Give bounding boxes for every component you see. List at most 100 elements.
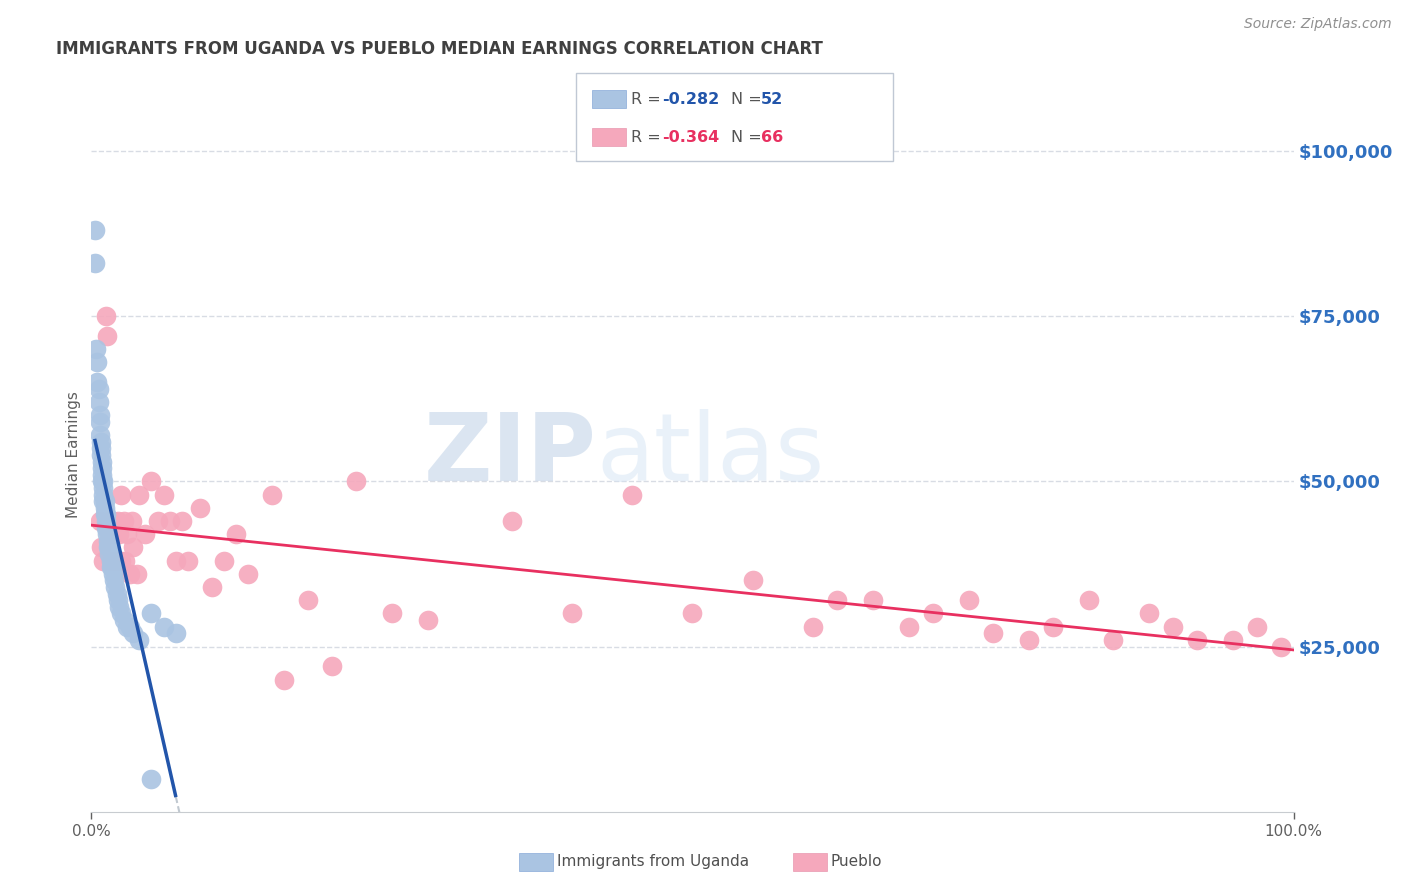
Point xyxy=(90,442,112,456)
Text: N =: N = xyxy=(731,130,768,145)
Point xyxy=(89,428,111,442)
Point xyxy=(121,514,143,528)
Point xyxy=(101,566,124,581)
Point xyxy=(117,620,139,634)
Point xyxy=(93,494,115,508)
Point xyxy=(260,487,283,501)
Point xyxy=(94,520,117,534)
Point xyxy=(141,772,163,786)
Point xyxy=(103,527,125,541)
Point xyxy=(103,574,125,588)
Point xyxy=(98,541,121,555)
Point xyxy=(152,487,174,501)
Point xyxy=(107,593,129,607)
Point xyxy=(681,607,703,621)
Point xyxy=(87,395,110,409)
Point xyxy=(188,500,211,515)
Point xyxy=(110,607,132,621)
Point xyxy=(114,554,136,568)
Point xyxy=(117,527,139,541)
Point xyxy=(108,527,131,541)
Y-axis label: Median Earnings: Median Earnings xyxy=(66,392,82,518)
Point xyxy=(91,467,114,482)
Point xyxy=(112,613,135,627)
Point xyxy=(273,673,295,687)
Point xyxy=(86,355,108,369)
Point xyxy=(96,520,118,534)
Point xyxy=(1270,640,1292,654)
Text: Source: ZipAtlas.com: Source: ZipAtlas.com xyxy=(1244,17,1392,31)
Point xyxy=(94,309,117,323)
Point xyxy=(801,620,824,634)
Point xyxy=(125,566,148,581)
Point xyxy=(98,514,121,528)
Point xyxy=(1222,632,1244,647)
Point xyxy=(236,566,259,581)
Point xyxy=(112,514,135,528)
Point xyxy=(201,580,224,594)
Point xyxy=(87,382,110,396)
Point xyxy=(118,620,141,634)
Point xyxy=(146,514,169,528)
Point xyxy=(93,487,115,501)
Point xyxy=(105,554,128,568)
Point xyxy=(165,554,187,568)
Point xyxy=(561,607,583,621)
Point xyxy=(501,514,523,528)
Point xyxy=(97,541,120,555)
Point xyxy=(152,620,174,634)
Text: R =: R = xyxy=(631,130,666,145)
Point xyxy=(94,514,117,528)
Point xyxy=(122,541,145,555)
Point xyxy=(96,329,118,343)
Point xyxy=(89,409,111,423)
Point xyxy=(922,607,945,621)
Point xyxy=(90,541,112,555)
Point xyxy=(93,494,115,508)
Point xyxy=(122,626,145,640)
Point xyxy=(1187,632,1209,647)
Text: IMMIGRANTS FROM UGANDA VS PUEBLO MEDIAN EARNINGS CORRELATION CHART: IMMIGRANTS FROM UGANDA VS PUEBLO MEDIAN … xyxy=(56,40,823,58)
Point xyxy=(100,554,122,568)
Point xyxy=(1078,593,1101,607)
Point xyxy=(84,256,107,270)
Point xyxy=(957,593,980,607)
Point xyxy=(159,514,181,528)
Point xyxy=(110,487,132,501)
Point xyxy=(98,527,121,541)
Point xyxy=(93,500,115,515)
Point xyxy=(170,514,193,528)
Point xyxy=(1246,620,1268,634)
Point xyxy=(416,613,439,627)
Point xyxy=(93,481,115,495)
Point xyxy=(741,574,763,588)
Point xyxy=(981,626,1004,640)
Point xyxy=(100,554,122,568)
Point xyxy=(96,527,118,541)
Point xyxy=(128,632,150,647)
Point xyxy=(90,448,112,462)
Point xyxy=(825,593,848,607)
Point xyxy=(128,487,150,501)
Point xyxy=(621,487,644,501)
Point xyxy=(176,554,198,568)
Point xyxy=(1018,632,1040,647)
Point xyxy=(110,554,132,568)
Point xyxy=(93,508,115,522)
Text: Immigrants from Uganda: Immigrants from Uganda xyxy=(557,855,749,869)
Point xyxy=(84,342,107,356)
Point xyxy=(84,223,107,237)
Point xyxy=(134,527,156,541)
Point xyxy=(91,454,114,468)
Point xyxy=(97,533,120,548)
Point xyxy=(101,514,124,528)
Point xyxy=(141,607,163,621)
Text: -0.364: -0.364 xyxy=(662,130,720,145)
Text: -0.282: -0.282 xyxy=(662,92,720,106)
Point xyxy=(141,475,163,489)
Point xyxy=(321,659,343,673)
Point xyxy=(1161,620,1184,634)
Text: N =: N = xyxy=(731,92,768,106)
Point xyxy=(165,626,187,640)
Text: 66: 66 xyxy=(761,130,783,145)
